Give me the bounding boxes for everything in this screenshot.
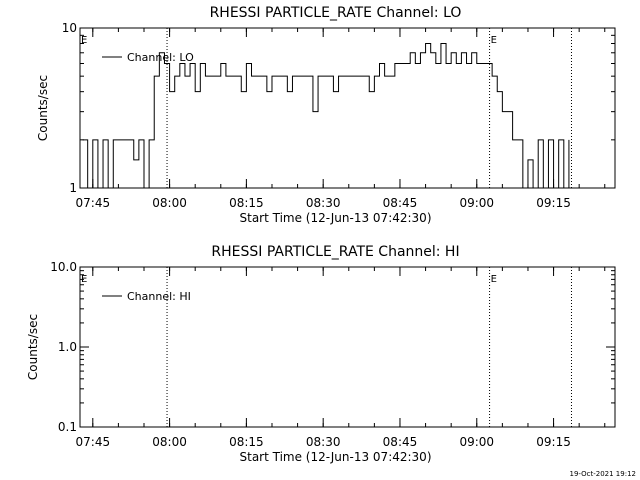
panel-2-y-tick-label: 1.0 — [58, 340, 77, 354]
panel-1-eclipse-marker: E — [81, 35, 87, 46]
panel-2-y-axis-label: Counts/sec — [26, 314, 40, 380]
panel-2-legend-label: Channel: HI — [127, 290, 191, 303]
panel-1-title: RHESSI PARTICLE_RATE Channel: LO — [210, 5, 462, 21]
panel-1-y-tick-label: 1 — [69, 181, 77, 195]
timestamp-footer: 19-Oct-2021 19:12 — [569, 470, 636, 478]
panel-1-x-tick-label: 09:15 — [536, 196, 571, 210]
panel-1-legend-label: Channel: LO — [127, 51, 194, 64]
panel-2-x-axis-label: Start Time (12-Jun-13 07:42:30) — [240, 450, 432, 464]
panel-2-x-tick-label: 08:15 — [229, 435, 264, 449]
panel-2-eclipse-marker: E — [491, 274, 497, 285]
panel-2-x-tick-label: 08:00 — [152, 435, 187, 449]
panel-2-x-tick-label: 08:45 — [383, 435, 418, 449]
panel-1-x-tick-label: 09:00 — [459, 196, 494, 210]
panel-2-x-tick-label: 08:30 — [306, 435, 341, 449]
panel-2-title: RHESSI PARTICLE_RATE Channel: HI — [211, 244, 459, 260]
panel-1-x-tick-label: 07:45 — [76, 196, 111, 210]
panel-1-y-axis-label: Counts/sec — [36, 75, 50, 141]
panel-1-plot-frame — [79, 27, 616, 189]
panel-1-x-tick-label: 08:15 — [229, 196, 264, 210]
panel-1-x-axis-label: Start Time (12-Jun-13 07:42:30) — [240, 211, 432, 225]
panel-2-x-tick-label: 07:45 — [76, 435, 111, 449]
panel-2-x-tick-label: 09:00 — [459, 435, 494, 449]
panel-2-y-tick-label: 10.0 — [50, 260, 77, 274]
panel-1-eclipse-marker: E — [491, 35, 497, 46]
panel-1-x-tick-label: 08:45 — [383, 196, 418, 210]
panel-1-x-tick-label: 08:30 — [306, 196, 341, 210]
panel-2-y-tick-label: 0.1 — [58, 420, 77, 434]
panel-2-x-tick-label: 09:15 — [536, 435, 571, 449]
panel-1-series-line — [82, 43, 570, 189]
panel-2-eclipse-marker: E — [81, 274, 87, 285]
panel-1-x-tick-label: 08:00 — [152, 196, 187, 210]
panel-1-y-tick-label: 10 — [62, 21, 77, 35]
